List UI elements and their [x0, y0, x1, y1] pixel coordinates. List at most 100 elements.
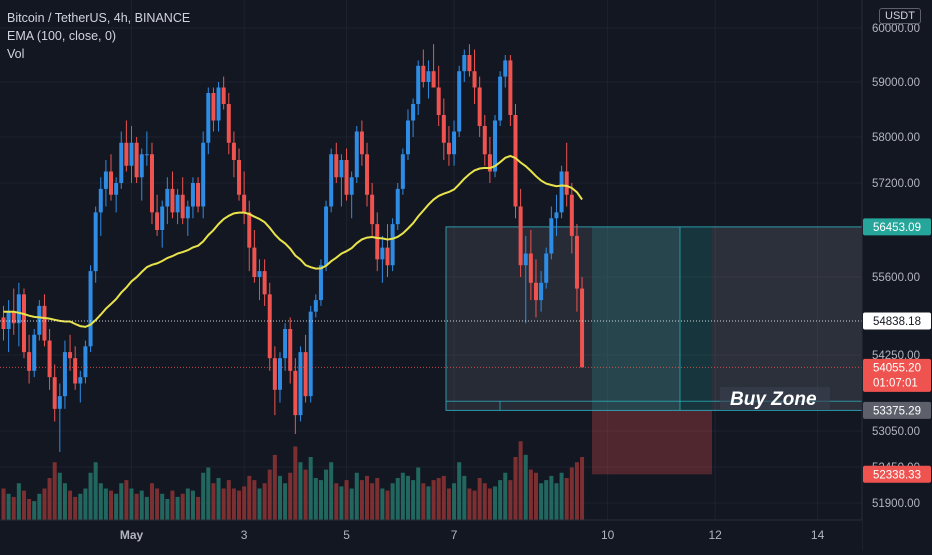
- candle-body: [564, 171, 569, 195]
- candle-body: [221, 87, 226, 104]
- candle-body: [457, 71, 462, 132]
- volume-bar: [508, 480, 513, 520]
- price-label-box: [863, 465, 931, 483]
- candle-body: [252, 247, 257, 277]
- x-tick-label: 14: [811, 528, 825, 542]
- volume-bar: [365, 475, 370, 520]
- volume-bar: [180, 493, 185, 520]
- volume-bar: [370, 483, 375, 520]
- candle-body: [293, 370, 298, 416]
- volume-bar: [206, 467, 211, 520]
- volume-bar: [247, 475, 252, 520]
- volume-indicator-label[interactable]: Vol: [7, 47, 25, 61]
- candle-body: [206, 93, 211, 143]
- volume-bar: [426, 486, 431, 520]
- volume-bar: [318, 480, 323, 520]
- volume-bar: [375, 478, 380, 520]
- volume-bar: [441, 475, 446, 520]
- ema-indicator-label[interactable]: EMA (100, close, 0): [7, 29, 117, 43]
- candle-body: [503, 60, 508, 77]
- candle-body: [472, 71, 477, 88]
- volume-bar: [308, 457, 313, 520]
- volume-bar: [109, 490, 114, 520]
- volume-bar: [114, 493, 119, 520]
- candle-body: [549, 218, 554, 254]
- price-label: 53375.29: [873, 405, 921, 417]
- candle-body: [27, 352, 32, 371]
- candle-body: [493, 120, 498, 172]
- candle-body: [124, 142, 129, 166]
- stop-zone: [592, 410, 712, 475]
- volume-bar: [88, 472, 93, 520]
- candle-body: [544, 253, 549, 283]
- volume-bar: [503, 472, 508, 520]
- volume-bar: [354, 472, 359, 520]
- candle-body: [73, 358, 78, 384]
- candle-body: [467, 55, 472, 72]
- volume-bar: [98, 483, 103, 520]
- price-label: 56453.09: [873, 222, 921, 234]
- candle-body: [16, 294, 21, 324]
- volume-bar: [457, 462, 462, 520]
- volume-bar: [272, 454, 277, 520]
- volume-bar: [119, 483, 124, 520]
- volume-bar: [303, 469, 308, 520]
- candle-body: [52, 377, 57, 409]
- volume-bar: [83, 488, 88, 520]
- candle-body: [339, 160, 344, 178]
- volume-bar: [155, 488, 160, 520]
- candle-body: [380, 247, 385, 260]
- volume-bar: [160, 493, 165, 520]
- candle-body: [180, 194, 185, 219]
- candle-body: [487, 154, 492, 172]
- volume-bar: [528, 469, 533, 520]
- candle-body: [518, 206, 523, 266]
- volume-bar: [144, 496, 149, 520]
- candle-body: [359, 131, 364, 155]
- volume-bar: [559, 472, 564, 520]
- volume-bar: [431, 480, 436, 520]
- candle-body: [370, 194, 375, 225]
- candle-body: [155, 212, 160, 230]
- candle-body: [134, 142, 139, 178]
- candle-body: [231, 142, 236, 160]
- candle-body: [196, 183, 201, 207]
- candle-body: [68, 352, 73, 359]
- volume-bar: [539, 483, 544, 520]
- volume-bar: [380, 488, 385, 520]
- volume-bar: [283, 483, 288, 520]
- candle-body: [257, 271, 262, 277]
- candle-body: [262, 271, 267, 295]
- volume-bar: [513, 457, 518, 520]
- volume-bar: [149, 483, 154, 520]
- volume-bar: [574, 462, 579, 520]
- price-label-box: [863, 312, 931, 330]
- volume-bar: [139, 490, 144, 520]
- currency-badge[interactable]: USDT: [879, 8, 921, 24]
- candle-body: [190, 183, 195, 207]
- candle-body: [165, 188, 170, 207]
- candle-body: [390, 224, 395, 266]
- volume-bar: [349, 488, 354, 520]
- volume-bar: [390, 483, 395, 520]
- candle-body: [283, 329, 288, 359]
- volume-bar: [580, 457, 585, 520]
- time-axis: [0, 520, 862, 550]
- volume-bar: [549, 475, 554, 520]
- volume-bar: [21, 490, 26, 520]
- volume-bar: [175, 496, 180, 520]
- volume-bar: [334, 483, 339, 520]
- target-zone-extension: [712, 226, 862, 411]
- candle-body: [354, 131, 359, 178]
- volume-bar: [277, 475, 282, 520]
- volume-bar: [226, 480, 231, 520]
- candle-body: [539, 282, 544, 301]
- price-label-box: [863, 358, 931, 392]
- volume-bar: [201, 472, 206, 520]
- volume-bar: [569, 467, 574, 520]
- volume-bar: [242, 486, 247, 520]
- x-tick-label: 12: [709, 528, 723, 542]
- volume-bar: [482, 483, 487, 520]
